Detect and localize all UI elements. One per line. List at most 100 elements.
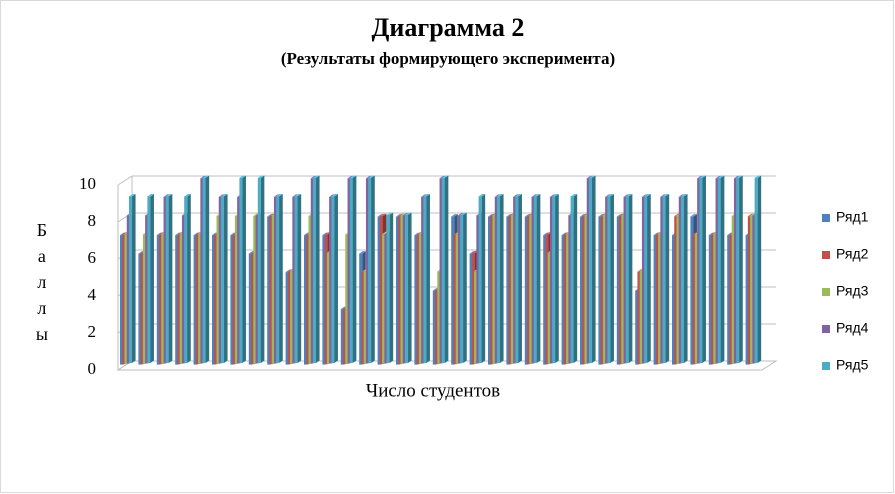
- bar-front: [147, 196, 151, 363]
- bar-front: [639, 271, 643, 364]
- bar-front: [451, 216, 455, 365]
- bar-front: [600, 216, 604, 365]
- bar-side: [334, 194, 338, 363]
- y-axis-label: Баллы: [32, 220, 52, 350]
- bar-top: [570, 194, 578, 197]
- bar-front: [184, 196, 188, 363]
- bar-front: [251, 253, 255, 365]
- bar-top: [165, 194, 173, 197]
- bar-front: [678, 196, 682, 364]
- bar-front: [292, 196, 296, 364]
- bar-side: [610, 194, 614, 363]
- bar-front: [340, 309, 344, 365]
- bar-front: [711, 234, 715, 365]
- bar-front: [181, 215, 186, 364]
- bar-top: [379, 213, 387, 217]
- bar: [349, 175, 357, 363]
- bar-top: [680, 194, 688, 197]
- bar-front: [750, 215, 754, 364]
- bar-front: [474, 271, 478, 364]
- bar-front: [400, 215, 404, 364]
- bar-front: [680, 196, 685, 363]
- bar-front: [255, 215, 259, 364]
- bar-front: [754, 178, 758, 363]
- bar-side: [150, 194, 154, 363]
- y-tick-label: 0: [88, 359, 97, 378]
- bar-front: [326, 252, 330, 364]
- legend-swatch: [822, 251, 830, 259]
- bar: [404, 212, 412, 363]
- bar-side: [573, 194, 578, 363]
- bar: [220, 194, 228, 363]
- legend-label: Ряд1: [836, 209, 869, 225]
- bar-front: [145, 215, 149, 364]
- bar-front: [237, 196, 241, 364]
- bar-front: [476, 215, 480, 364]
- bar-top: [184, 194, 191, 197]
- bar: [368, 175, 375, 363]
- bar-front: [662, 196, 666, 363]
- legend-label: Ряд5: [836, 357, 869, 373]
- y-tick-label: 10: [79, 174, 96, 193]
- bar-front: [404, 215, 409, 363]
- bar-front: [156, 235, 160, 365]
- bar-front: [584, 215, 588, 364]
- chart-title: Диаграмма 2: [372, 13, 525, 42]
- bar-top: [441, 175, 449, 178]
- bar-front: [267, 216, 271, 365]
- bar-front: [605, 196, 609, 364]
- bar-top: [331, 194, 338, 197]
- bar-front: [453, 234, 457, 365]
- bar-top: [312, 175, 320, 178]
- bar-front: [733, 178, 738, 364]
- bar-top: [257, 175, 265, 178]
- legend-swatch: [822, 288, 830, 296]
- legend-swatch: [822, 325, 830, 333]
- bar-front: [692, 234, 696, 365]
- bar-front: [257, 178, 261, 363]
- bar-front: [515, 196, 519, 363]
- bar: [570, 194, 578, 363]
- bar-top: [754, 175, 762, 178]
- bar-side: [426, 194, 430, 363]
- bar: [717, 175, 725, 363]
- y-tick-label: 8: [88, 211, 97, 230]
- bar-top: [717, 175, 725, 178]
- bar-front: [674, 216, 678, 365]
- bar-front: [435, 290, 439, 365]
- bar-side: [352, 175, 357, 363]
- y-tick-label: 6: [88, 248, 97, 267]
- bar: [478, 194, 486, 363]
- bar-front: [543, 235, 547, 365]
- bar-top: [690, 214, 697, 217]
- bar-front: [598, 216, 602, 365]
- bar-front: [234, 215, 238, 364]
- bar: [644, 194, 651, 363]
- bar-front: [269, 216, 273, 365]
- bar: [165, 194, 173, 363]
- bar: [460, 212, 467, 363]
- bar-front: [655, 234, 659, 365]
- bar-front: [331, 196, 335, 363]
- bar-side: [720, 175, 725, 363]
- bar-top: [423, 194, 430, 197]
- bar-front: [287, 271, 291, 365]
- bar-side: [463, 212, 467, 363]
- bar-front: [508, 216, 512, 365]
- bar-front: [345, 234, 349, 364]
- bar-side: [702, 175, 706, 363]
- bar-front: [747, 216, 751, 365]
- bar-front: [566, 234, 570, 364]
- bar-top: [239, 175, 246, 178]
- bar-front: [619, 216, 623, 365]
- bar-front: [230, 235, 234, 365]
- bar-side: [408, 212, 412, 363]
- bar-front: [386, 215, 390, 363]
- bar-top: [662, 194, 670, 197]
- bar-front: [276, 196, 280, 363]
- y-tick-label: 2: [88, 322, 97, 341]
- bar: [294, 194, 302, 363]
- bar-front: [416, 234, 420, 365]
- bar-front: [253, 215, 257, 364]
- bar-front: [163, 196, 167, 364]
